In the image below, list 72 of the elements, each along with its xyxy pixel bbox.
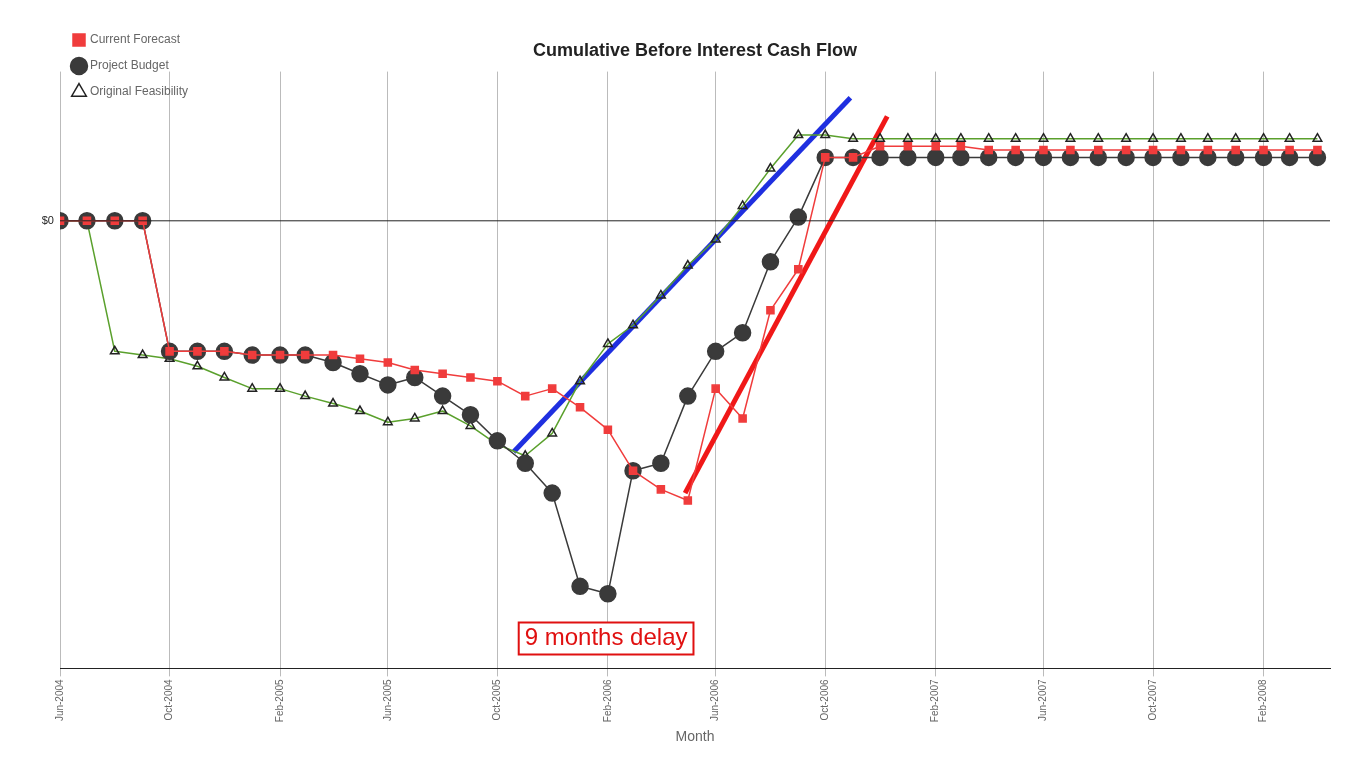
point [871, 148, 889, 167]
point [656, 485, 666, 494]
point [926, 148, 945, 167]
point [1121, 145, 1131, 155]
point [1093, 145, 1103, 155]
ref-line-label: $0 [41, 213, 54, 226]
x-tick-label: Jun-2007 [1037, 678, 1049, 722]
point [488, 432, 507, 450]
point [706, 342, 725, 361]
x-tick-label: Jun-2004 [53, 678, 65, 722]
point [789, 208, 808, 226]
point [383, 358, 393, 367]
x-tick-label: Jun-2005 [381, 678, 393, 722]
point [328, 350, 338, 360]
point [493, 376, 502, 386]
point [761, 253, 780, 271]
x-tick-label: Feb-2005 [273, 678, 285, 723]
x-tick-label: Feb-2006 [601, 678, 613, 723]
point [1148, 145, 1158, 155]
point [652, 454, 670, 472]
point [683, 496, 693, 505]
point [438, 369, 447, 379]
point [794, 265, 803, 274]
point [520, 391, 530, 401]
point [433, 387, 452, 405]
point [351, 364, 369, 383]
point [1011, 145, 1020, 155]
point [571, 577, 589, 596]
point [766, 306, 775, 315]
point [1313, 145, 1322, 155]
legend-label: Current Forecast [90, 32, 181, 47]
point [1259, 145, 1268, 155]
point [516, 454, 534, 472]
point [1039, 145, 1048, 155]
point [599, 585, 617, 603]
point [1203, 145, 1213, 155]
point [956, 141, 966, 151]
point [984, 145, 993, 155]
point [379, 376, 397, 394]
text: 9 months delay [524, 623, 688, 651]
point [875, 141, 885, 151]
x-tick-label: Oct-2004 [163, 678, 175, 721]
point [931, 141, 940, 151]
x-tick-label: Jun-2006 [709, 678, 721, 722]
point [575, 403, 585, 412]
point [410, 365, 420, 375]
point [903, 141, 913, 151]
point [1231, 145, 1240, 155]
point [547, 384, 557, 393]
point [679, 387, 697, 405]
chart-title: Cumulative Before Interest Cash Flow [532, 39, 859, 60]
point [738, 414, 747, 423]
point [1285, 145, 1294, 155]
legend-label: Original Feasibility [90, 84, 189, 99]
x-tick-label: Oct-2007 [1146, 678, 1158, 721]
point [461, 406, 480, 424]
point [603, 425, 613, 434]
point [899, 148, 917, 167]
point [952, 148, 970, 167]
legend-label: Project Budget [90, 58, 170, 73]
point [1176, 145, 1186, 155]
x-axis-title: Month [675, 728, 715, 745]
point [543, 484, 561, 502]
point [355, 354, 365, 364]
x-tick-label: Oct-2006 [818, 678, 830, 721]
x-tick-label: Feb-2007 [929, 678, 941, 723]
x-tick-label: Oct-2005 [491, 678, 503, 721]
point [733, 323, 752, 342]
point [1066, 145, 1075, 155]
x-tick-label: Feb-2008 [1257, 678, 1269, 723]
point [466, 373, 475, 382]
point [711, 384, 720, 393]
